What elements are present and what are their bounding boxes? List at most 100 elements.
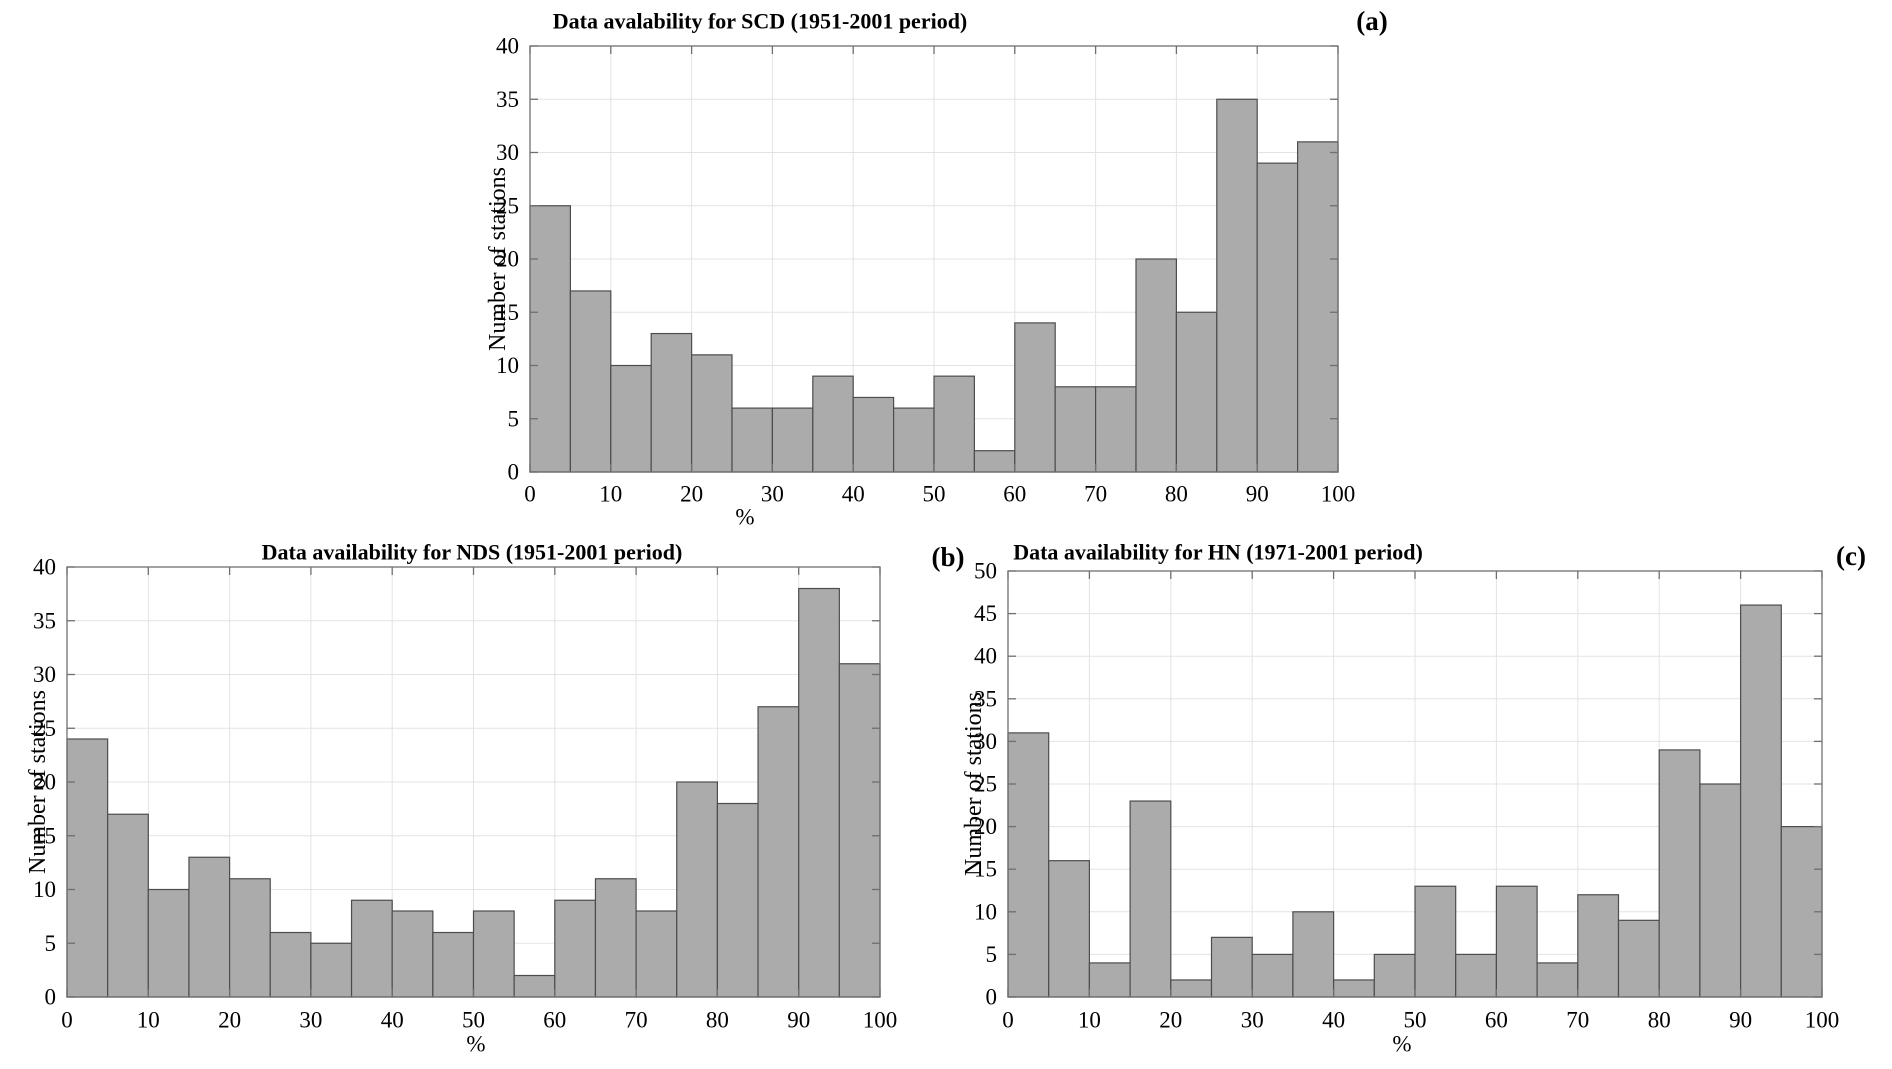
panel-c: 0 10 20 30 40 50 60 70 80 90 100 0 5 10 15 20 25 30 35 40 45… xyxy=(961,540,1866,1057)
histogram-bar xyxy=(1536,962,1579,998)
histogram-bar xyxy=(66,738,109,998)
histogram-bar xyxy=(1129,800,1172,998)
y-tick-label: 20 xyxy=(33,770,56,795)
x-tick-label: 90 xyxy=(1246,482,1269,507)
x-tick-label: 30 xyxy=(299,1008,322,1033)
histogram-bar xyxy=(569,290,612,473)
histogram-bar xyxy=(1658,749,1701,998)
x-tick-label: 50 xyxy=(1404,1008,1427,1033)
histogram-bar xyxy=(1088,962,1131,998)
histogram-bar xyxy=(610,364,652,473)
x-tick-label: 40 xyxy=(842,482,865,507)
y-tick-label: 5 xyxy=(986,942,998,967)
histogram-bar xyxy=(771,407,814,473)
histogram-bar xyxy=(973,450,1016,473)
x-axis-label: % xyxy=(466,1032,485,1057)
y-tick-label: 10 xyxy=(496,353,519,378)
histogram-bar xyxy=(1739,604,1782,998)
x-tick-label: 80 xyxy=(1165,482,1188,507)
y-axis-label: Number of stations xyxy=(961,692,987,876)
x-tick-label: 30 xyxy=(1241,1008,1264,1033)
histogram-bar xyxy=(391,910,434,998)
histogram-bar xyxy=(107,813,149,998)
x-tick-label: 0 xyxy=(524,482,536,507)
histogram-bar xyxy=(798,587,840,998)
y-tick-label: 25 xyxy=(33,716,56,741)
histogram-bar xyxy=(1048,860,1090,998)
histogram-bar xyxy=(1216,98,1258,473)
histogram-bar xyxy=(1373,953,1416,998)
histogram-bar xyxy=(1175,311,1218,473)
x-tick-label: 70 xyxy=(1566,1008,1589,1033)
histogram-bar xyxy=(1296,141,1339,473)
histogram-bar xyxy=(650,332,693,473)
x-tick-label: 20 xyxy=(1159,1008,1182,1033)
x-tick-label: 80 xyxy=(706,1008,729,1033)
panel-label: (b) xyxy=(932,542,965,572)
histogram-bar xyxy=(731,407,774,473)
histogram-bar xyxy=(350,899,393,998)
histogram-bar xyxy=(594,878,637,998)
histogram-bar xyxy=(1455,953,1497,998)
histogram-bar xyxy=(310,942,353,998)
histogram-bar xyxy=(229,878,271,998)
y-tick-label: 45 xyxy=(974,601,997,626)
histogram-bar xyxy=(554,899,597,998)
panel-b: 0 10 20 30 40 50 60 70 80 90 100 0 5 10 15 20 25 30 35 40 Da… xyxy=(25,540,965,1057)
y-tick-label: 20 xyxy=(496,247,519,272)
histogram-bar xyxy=(716,802,759,998)
y-tick-label: 15 xyxy=(496,300,519,325)
y-tick-label: 25 xyxy=(974,772,997,797)
histogram-bar xyxy=(1495,885,1538,998)
histogram-bar xyxy=(1210,936,1253,998)
y-tick-label: 25 xyxy=(496,193,519,218)
y-tick-label: 50 xyxy=(974,559,997,584)
x-tick-label: 30 xyxy=(761,482,784,507)
x-tick-label: 0 xyxy=(61,1008,73,1033)
x-tick-label: 10 xyxy=(1078,1008,1101,1033)
x-tick-label: 10 xyxy=(599,482,622,507)
x-tick-label: 100 xyxy=(1321,482,1356,507)
y-tick-label: 40 xyxy=(496,34,519,59)
histogram-bar xyxy=(432,931,475,998)
histogram-bar xyxy=(1094,386,1137,473)
y-tick-label: 5 xyxy=(508,406,520,431)
x-tick-label: 20 xyxy=(218,1008,241,1033)
histogram-bar xyxy=(933,375,976,473)
histogram-bar xyxy=(1577,894,1620,998)
y-tick-label: 5 xyxy=(45,931,57,956)
histogram-bar xyxy=(1292,911,1335,998)
y-axis-label: Number of stations xyxy=(485,167,511,351)
x-tick-label: 70 xyxy=(625,1008,648,1033)
histogram-bar xyxy=(529,205,572,473)
histogram-bar xyxy=(269,931,312,998)
histogram-bar xyxy=(188,856,231,998)
histogram-bar xyxy=(1014,322,1056,473)
chart-title: Data avalability for SCD (1951-2001 peri… xyxy=(553,9,968,34)
histogram-bar xyxy=(757,706,800,998)
x-axis-label: % xyxy=(735,505,754,530)
histogram-bar xyxy=(838,663,881,998)
histogram-bar xyxy=(892,407,935,473)
histogram-bar xyxy=(812,375,854,473)
y-tick-label: 0 xyxy=(508,460,520,485)
histogram-bar xyxy=(1699,783,1742,998)
y-tick-label: 35 xyxy=(496,87,519,112)
panel-a: 0 10 20 30 40 50 60 70 80 90 100 0 5 10 15 20 25 30 35 40 Da… xyxy=(485,6,1388,530)
x-tick-label: 100 xyxy=(863,1008,898,1033)
y-tick-label: 40 xyxy=(974,644,997,669)
x-tick-label: 40 xyxy=(1322,1008,1345,1033)
histogram-bar xyxy=(1170,979,1213,998)
histogram-bar xyxy=(1054,386,1097,473)
chart-title: Data availability for NDS (1951-2001 per… xyxy=(262,540,683,565)
x-tick-label: 90 xyxy=(787,1008,810,1033)
histogram-bar xyxy=(1251,953,1294,998)
histogram-bar xyxy=(1332,979,1375,998)
y-tick-label: 15 xyxy=(974,857,997,882)
x-tick-label: 10 xyxy=(137,1008,160,1033)
x-axis-label: % xyxy=(1392,1032,1411,1057)
x-tick-label: 0 xyxy=(1002,1008,1014,1033)
x-tick-label: 100 xyxy=(1805,1008,1840,1033)
